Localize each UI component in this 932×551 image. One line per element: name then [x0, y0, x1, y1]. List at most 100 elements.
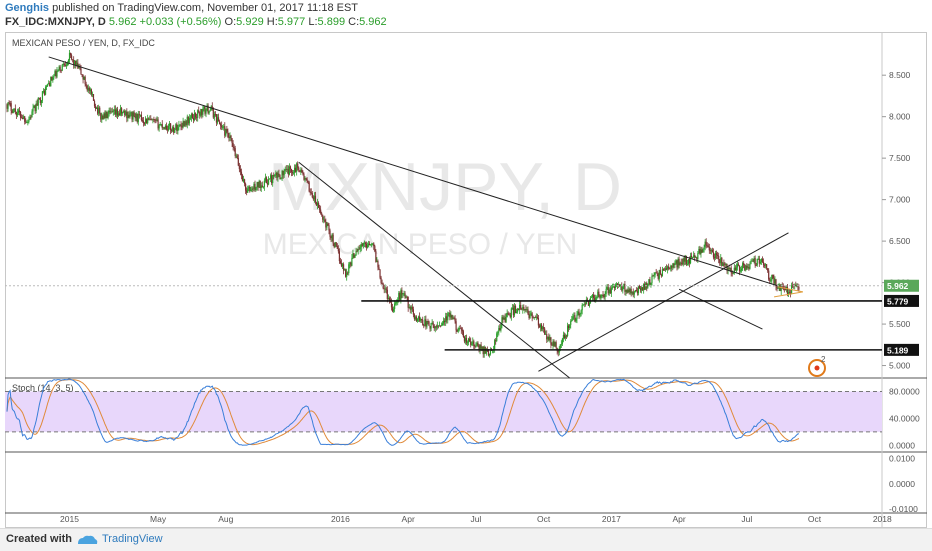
candle-body: [501, 317, 503, 325]
candle-body: [311, 193, 313, 198]
candle-body: [585, 299, 587, 305]
tradingview-link[interactable]: TradingView: [102, 533, 163, 545]
candle-body: [55, 71, 57, 77]
candle-body: [196, 117, 198, 119]
candle-body: [329, 230, 331, 237]
candle-body: [268, 178, 271, 180]
candle-body: [165, 125, 168, 130]
candle-body: [655, 272, 657, 274]
candle-body: [212, 107, 214, 118]
candle-body: [731, 272, 733, 274]
candle-body: [548, 336, 550, 341]
candle-body: [201, 109, 203, 115]
candle-body: [537, 318, 540, 326]
candle-body: [781, 286, 783, 287]
candle-body: [302, 172, 304, 175]
tradingview-logo-icon[interactable]: [76, 534, 98, 546]
candle-body: [796, 286, 798, 287]
candle-body: [532, 317, 534, 319]
candle-body: [340, 262, 343, 267]
candle-body: [142, 120, 145, 124]
candle-body: [224, 126, 226, 136]
candle-body: [128, 114, 130, 118]
candle-body: [337, 248, 339, 252]
candle-body: [776, 286, 778, 289]
candle-body: [667, 266, 669, 270]
candle-body: [330, 236, 332, 239]
axes: 2015 May Aug 2016 Apr Jul Oct 2017 Apr Jul Oct 2018…: [60, 70, 920, 524]
candle-body: [477, 342, 479, 346]
candle-body: [290, 169, 293, 173]
candle-body: [93, 100, 96, 107]
candle-body: [249, 186, 251, 192]
candle-body: [679, 262, 681, 266]
candle-body: [394, 303, 396, 310]
candle-body: [308, 182, 310, 192]
candle-body: [464, 338, 467, 342]
candle-body: [61, 64, 63, 71]
chart-canvas[interactable]: MXNJPY, D MEXICAN PESO / YEN MEXICAN PES…: [5, 32, 927, 528]
candle-body: [754, 258, 756, 266]
author-link[interactable]: Genghis: [5, 2, 50, 14]
candle-body: [590, 297, 593, 298]
candle-body: [762, 261, 765, 265]
candle-body: [278, 173, 280, 176]
candle-body: [620, 285, 622, 286]
candle-body: [413, 314, 416, 320]
candle-body: [468, 338, 470, 343]
candle-body: [699, 249, 701, 254]
candle-body: [704, 241, 706, 248]
candle-body: [672, 263, 674, 268]
candle-body: [549, 337, 551, 341]
candle-body: [615, 283, 618, 285]
candle-body: [392, 309, 395, 312]
candle-body: [12, 109, 14, 113]
candle-body: [239, 169, 242, 172]
watermark-name: MEXICAN PESO / YEN: [263, 228, 578, 261]
close-value: 5.962: [359, 16, 387, 28]
candle-body: [525, 309, 527, 310]
candle-body: [683, 258, 685, 262]
candle-body: [481, 346, 483, 349]
candle-body: [69, 52, 72, 56]
candle-body: [297, 163, 299, 168]
candle-body: [16, 112, 19, 116]
candle-body: [47, 84, 49, 87]
candle-body: [487, 350, 490, 356]
candle-body: [116, 109, 119, 116]
candle-body: [113, 109, 115, 111]
candle-body: [22, 117, 24, 120]
candle-body: [451, 315, 453, 319]
candle-body: [613, 286, 616, 289]
candle-body: [473, 341, 475, 347]
candle-body: [157, 119, 159, 129]
candle-body: [422, 319, 424, 326]
candle-body: [357, 249, 359, 252]
candle-body: [480, 344, 482, 349]
trendlines[interactable]: 2: [5, 56, 882, 379]
candle-body: [365, 243, 368, 248]
candle-body: [703, 247, 705, 250]
candle-body: [103, 113, 105, 119]
created-with-label: Created with: [6, 533, 73, 545]
symbol-watermark: MXNJPY, D MEXICAN PESO / YEN: [263, 149, 622, 261]
candle-body: [439, 325, 442, 327]
candle-body: [220, 124, 222, 126]
low-label: L:: [308, 16, 318, 28]
candle-body: [540, 324, 543, 330]
candle-body: [521, 308, 523, 310]
candle-body: [520, 304, 522, 309]
candle-body: [171, 129, 173, 132]
candle-body: [756, 258, 758, 266]
candle-body: [778, 284, 780, 288]
candle-body: [377, 261, 379, 268]
candle-body: [649, 279, 651, 285]
candle-body: [723, 263, 725, 265]
candle-body: [199, 112, 201, 116]
candle-body: [650, 282, 652, 285]
stoch-y-tick-label: 0.0000: [889, 440, 915, 450]
candle-body: [498, 328, 500, 333]
candle-body: [262, 186, 264, 188]
candle-body: [710, 250, 712, 251]
y-tick-label: 8.000: [889, 112, 911, 122]
